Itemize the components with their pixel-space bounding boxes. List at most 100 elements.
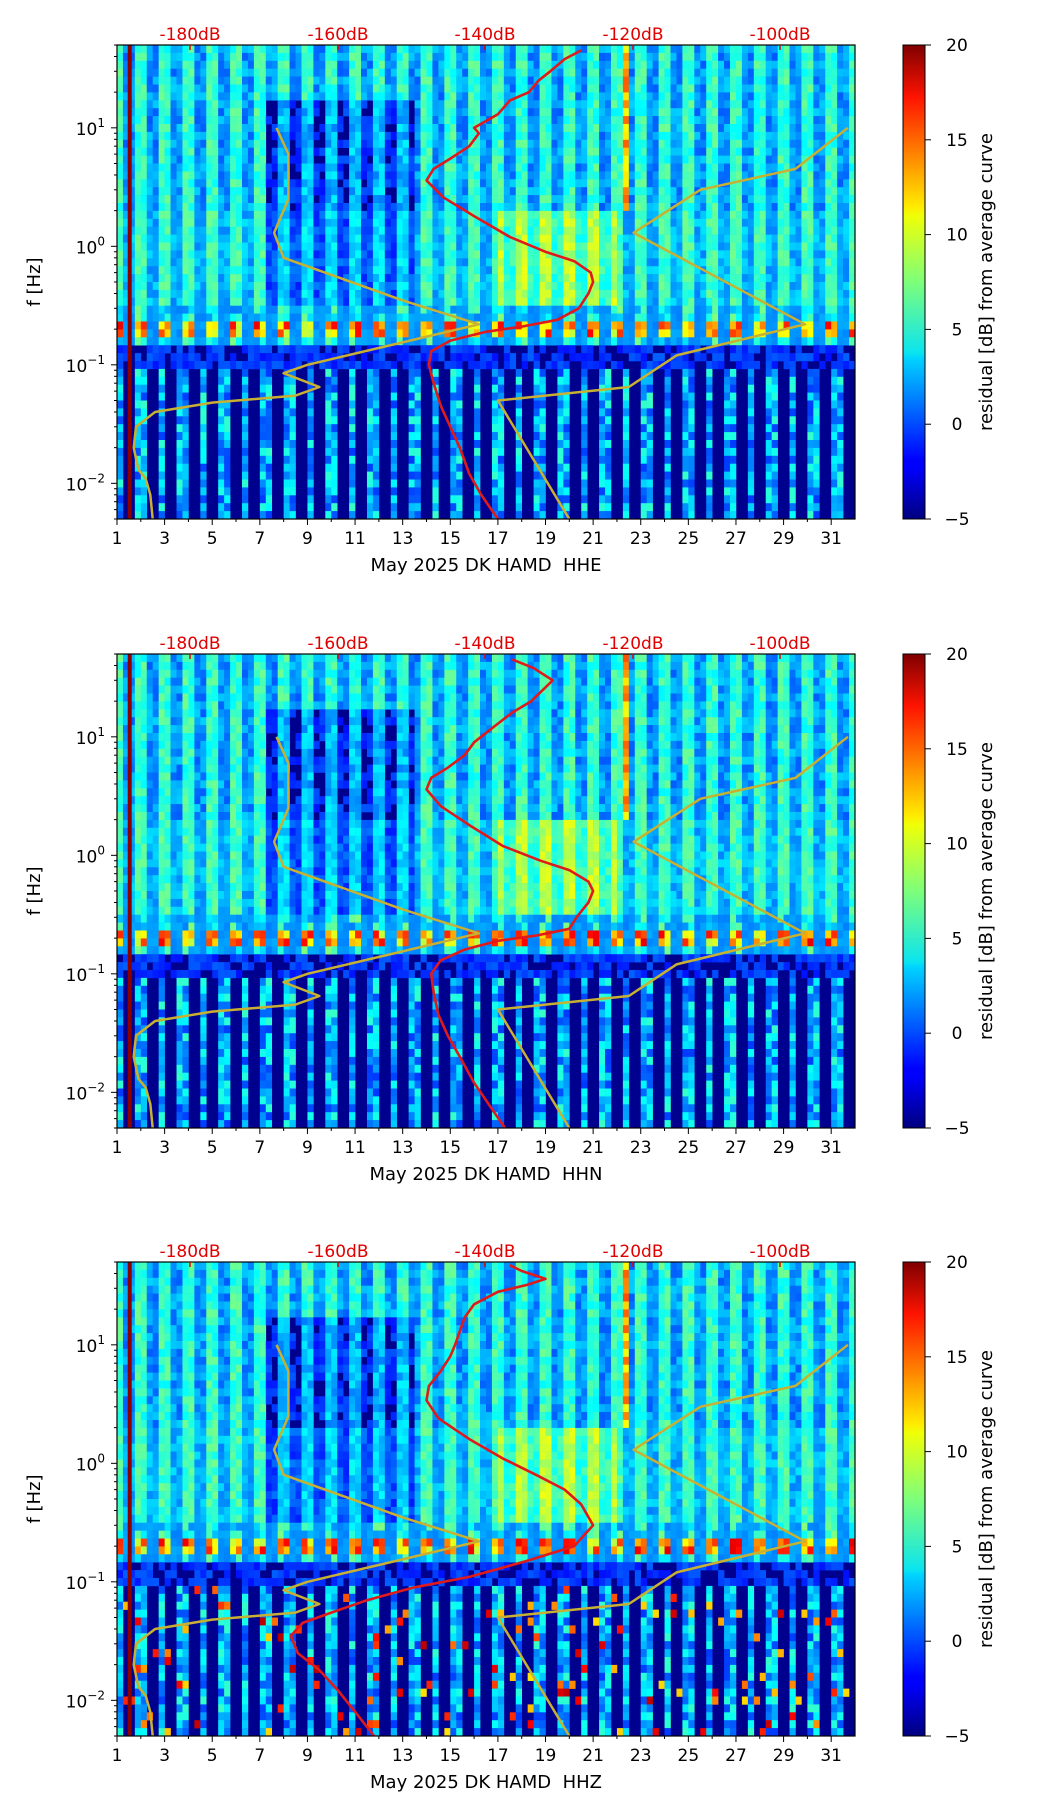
panel-hhe: 1 3 5 7 9 11 13 15 17 19 21 23 25 27 29 31 10−210−11001… bbox=[24, 25, 997, 576]
x-tick-label: 9 bbox=[302, 1138, 313, 1158]
x-tick-label: 7 bbox=[254, 1746, 265, 1766]
colorbar-hhn: −5 0 5 10 15 20 bbox=[902, 645, 970, 1139]
x-tick-label: 15 bbox=[439, 529, 461, 549]
db-label: -140dB bbox=[454, 634, 515, 654]
x-tick-label: 31 bbox=[820, 1746, 842, 1766]
colorbar-tick-label: 10 bbox=[946, 226, 968, 246]
x-tick-label: 19 bbox=[535, 1138, 557, 1158]
x-tick-label: 17 bbox=[487, 1138, 509, 1158]
db-label: -100dB bbox=[749, 1242, 810, 1262]
y-tick-label: 10−2 bbox=[66, 1080, 105, 1104]
colorbar-tick-label: 10 bbox=[946, 835, 968, 855]
x-tick-label: 31 bbox=[820, 1138, 842, 1158]
noise-model-segment bbox=[496, 126, 849, 520]
x-tick-label: 3 bbox=[159, 529, 170, 549]
heatmap-hhe bbox=[117, 45, 856, 520]
x-tick-label: 11 bbox=[344, 529, 366, 549]
x-tick-label: 1 bbox=[112, 1138, 123, 1158]
noise-model-segment bbox=[496, 735, 849, 1129]
x-tick-label: 13 bbox=[392, 1138, 414, 1158]
x-tick-label: 25 bbox=[678, 1138, 700, 1158]
station-noise-line bbox=[289, 1264, 595, 1737]
db-label: -180dB bbox=[159, 25, 220, 45]
y-axis-ticks-hhz: 10−2 10−1 100 101 bbox=[66, 1261, 117, 1737]
colorbar-tick-label: 10 bbox=[946, 1443, 968, 1463]
y-axis-label-hhe: f [Hz] bbox=[24, 257, 45, 306]
y-tick-label: 101 bbox=[76, 116, 105, 140]
colorbar-gradient bbox=[902, 653, 926, 1129]
station-noise-curve-hhz bbox=[289, 1264, 595, 1737]
station-noise-curve-hhn bbox=[425, 658, 595, 1129]
noise-model-segment bbox=[496, 1343, 849, 1737]
heatmap-hhz bbox=[117, 1262, 856, 1737]
x-axis-label-hhz: May 2025 DK HAMD HHZ bbox=[370, 1772, 602, 1793]
x-tick-label: 3 bbox=[159, 1746, 170, 1766]
x-tick-label: 27 bbox=[725, 1138, 747, 1158]
db-label: -160dB bbox=[307, 634, 368, 654]
x-tick-label: 5 bbox=[207, 529, 218, 549]
x-tick-label: 21 bbox=[582, 1746, 604, 1766]
colorbar-hhe: −5 0 5 10 15 20 bbox=[902, 36, 970, 530]
db-label: -180dB bbox=[159, 634, 220, 654]
x-tick-label: 7 bbox=[254, 1138, 265, 1158]
x-tick-label: 13 bbox=[392, 1746, 414, 1766]
noise-model-curve-hhn bbox=[132, 735, 849, 1129]
x-tick-label: 27 bbox=[725, 529, 747, 549]
x-tick-label: 29 bbox=[773, 1746, 795, 1766]
colorbar-tick-label: 5 bbox=[952, 929, 963, 949]
y-tick-label: 10−1 bbox=[66, 962, 105, 986]
colorbar-tick-label: 20 bbox=[946, 1253, 968, 1273]
y-tick-label: 10−1 bbox=[66, 353, 105, 377]
top-db-labels-hhz: -180dB -160dB -140dB -120dB -100dB bbox=[159, 1242, 811, 1267]
colorbar-tick-label: 15 bbox=[946, 740, 968, 760]
db-label: -120dB bbox=[602, 634, 663, 654]
colorbar-tick-label: 20 bbox=[946, 36, 968, 56]
station-noise-line bbox=[425, 49, 595, 520]
y-tick-label: 100 bbox=[76, 843, 105, 867]
x-tick-label: 29 bbox=[773, 529, 795, 549]
colorbar-hhz: −5 0 5 10 15 20 bbox=[902, 1253, 970, 1747]
y-tick-label: 101 bbox=[76, 725, 105, 749]
colorbar-tick-label: −5 bbox=[944, 1727, 969, 1747]
colorbar-tick-label: 0 bbox=[952, 415, 963, 435]
db-label: -160dB bbox=[307, 25, 368, 45]
x-tick-label: 17 bbox=[487, 1746, 509, 1766]
y-tick-label: 100 bbox=[76, 234, 105, 258]
x-tick-label: 23 bbox=[630, 1746, 652, 1766]
x-tick-label: 23 bbox=[630, 1138, 652, 1158]
y-tick-label: 10−2 bbox=[66, 471, 105, 495]
y-tick-label: 10−2 bbox=[66, 1688, 105, 1712]
db-label: -140dB bbox=[454, 1242, 515, 1262]
x-tick-label: 9 bbox=[302, 1746, 313, 1766]
x-tick-label: 25 bbox=[678, 1746, 700, 1766]
db-label: -120dB bbox=[602, 1242, 663, 1262]
db-label: -140dB bbox=[454, 25, 515, 45]
colorbar-gradient bbox=[902, 44, 926, 520]
x-axis-ticks-hhn: 1 3 5 7 9 11 13 15 17 19 21 23 25 27 29 31 bbox=[112, 1128, 842, 1158]
x-tick-label: 1 bbox=[112, 1746, 123, 1766]
x-tick-label: 27 bbox=[725, 1746, 747, 1766]
db-label: -100dB bbox=[749, 25, 810, 45]
colorbar-tick-label: 15 bbox=[946, 131, 968, 151]
x-tick-label: 29 bbox=[773, 1138, 795, 1158]
colorbar-tick-label: 0 bbox=[952, 1632, 963, 1652]
x-tick-label: 7 bbox=[254, 529, 265, 549]
y-tick-label: 101 bbox=[76, 1333, 105, 1357]
x-tick-label: 11 bbox=[344, 1138, 366, 1158]
colorbar-tick-label: 0 bbox=[952, 1024, 963, 1044]
db-label: -120dB bbox=[602, 25, 663, 45]
y-axis-ticks-hhe: 10−2 10−1 100 101 bbox=[66, 44, 117, 520]
y-axis-label-hhn: f [Hz] bbox=[24, 866, 45, 915]
colorbar-tick-label: 20 bbox=[946, 645, 968, 665]
noise-model-segment bbox=[132, 1344, 481, 1737]
x-tick-label: 13 bbox=[392, 529, 414, 549]
top-db-labels-hhn: -180dB -160dB -140dB -120dB -100dB bbox=[159, 634, 811, 659]
x-tick-label: 25 bbox=[678, 529, 700, 549]
x-tick-label: 21 bbox=[582, 1138, 604, 1158]
top-db-labels-hhe: -180dB -160dB -140dB -120dB -100dB bbox=[159, 25, 811, 50]
noise-model-curve-hhz bbox=[132, 1343, 849, 1737]
db-label: -100dB bbox=[749, 634, 810, 654]
panel-hhn: 1 3 5 7 9 11 13 15 17 19 21 23 25 27 29 31 10−210−11001… bbox=[24, 634, 997, 1185]
x-tick-label: 15 bbox=[439, 1746, 461, 1766]
